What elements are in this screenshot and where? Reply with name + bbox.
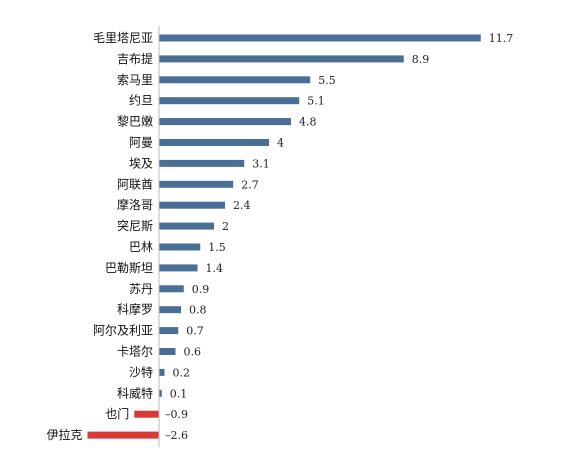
bar-14 — [159, 327, 179, 335]
bar-4 — [159, 118, 291, 126]
bar-2 — [159, 76, 311, 84]
value-label: 2 — [222, 220, 229, 233]
bar-10 — [159, 243, 201, 251]
bar-7 — [159, 180, 234, 188]
bar-5 — [159, 139, 269, 146]
category-label: 摩洛哥 — [117, 197, 153, 212]
bar-0 — [159, 34, 481, 42]
value-label: –2.6 — [165, 429, 188, 442]
value-label: 2.7 — [241, 178, 259, 191]
category-label: 科威特 — [117, 385, 153, 400]
value-labels-group: 11.7 8.9 5.5 5.1 4.8 4 3.1 2.7 2.4 2 1.5 1.4 0.9 0.8 0… — [165, 32, 513, 442]
bar-12 — [159, 285, 184, 293]
category-label: 毛里塔尼亚 — [93, 31, 153, 45]
bar-1 — [159, 55, 404, 63]
category-label: 阿联酋 — [117, 176, 153, 191]
bar-16 — [159, 368, 165, 376]
value-label: 8.9 — [412, 53, 430, 66]
category-label: 伊拉克 — [46, 427, 82, 442]
value-label: –0.9 — [165, 408, 188, 421]
category-label: 阿尔及利亚 — [93, 323, 153, 338]
bar-15 — [159, 348, 176, 355]
category-label: 约旦 — [129, 93, 153, 108]
value-label: 0.7 — [186, 325, 204, 338]
category-label: 吉布提 — [117, 51, 153, 66]
category-label: 苏丹 — [129, 282, 153, 296]
bar-3 — [159, 97, 300, 105]
value-label: 0.6 — [184, 346, 202, 359]
value-label: 4.8 — [299, 116, 317, 129]
category-label: 科摩罗 — [117, 302, 153, 317]
value-label: 5.5 — [318, 74, 336, 87]
value-label: 3.1 — [252, 157, 270, 170]
bar-11 — [159, 264, 198, 272]
category-label: 索马里 — [117, 73, 153, 87]
bar-18 — [134, 410, 159, 418]
category-label: 黎巴嫩 — [117, 115, 153, 129]
value-label: 0.9 — [192, 283, 210, 296]
category-label: 沙特 — [129, 364, 153, 379]
bar-6 — [159, 159, 245, 167]
value-label: 5.1 — [307, 95, 325, 108]
value-label: 0.1 — [170, 387, 188, 400]
category-label: 埃及 — [129, 156, 153, 170]
bar-19 — [87, 431, 159, 439]
category-label: 突尼斯 — [117, 218, 153, 233]
bar-13 — [159, 306, 181, 314]
value-label: 1.4 — [206, 262, 224, 275]
value-label: 2.4 — [233, 199, 251, 212]
bar-8 — [159, 201, 225, 209]
category-label: 巴林 — [129, 240, 153, 254]
value-label: 0.2 — [173, 366, 191, 379]
value-label: 4 — [277, 137, 284, 150]
category-label: 卡塔尔 — [117, 344, 153, 359]
category-labels-group: 毛里塔尼亚吉布提索马里约旦黎巴嫩阿曼埃及阿联酋摩洛哥突尼斯巴林巴勒斯坦苏丹科摩罗… — [46, 31, 153, 442]
value-label: 11.7 — [489, 32, 514, 45]
value-label: 0.8 — [189, 304, 207, 317]
value-label: 1.5 — [208, 241, 226, 254]
category-label: 也门 — [105, 406, 129, 421]
category-label: 巴勒斯坦 — [105, 261, 153, 275]
category-label: 阿曼 — [129, 136, 153, 150]
bar-17 — [159, 389, 162, 397]
bar-9 — [159, 222, 214, 230]
bars-group — [87, 34, 481, 439]
